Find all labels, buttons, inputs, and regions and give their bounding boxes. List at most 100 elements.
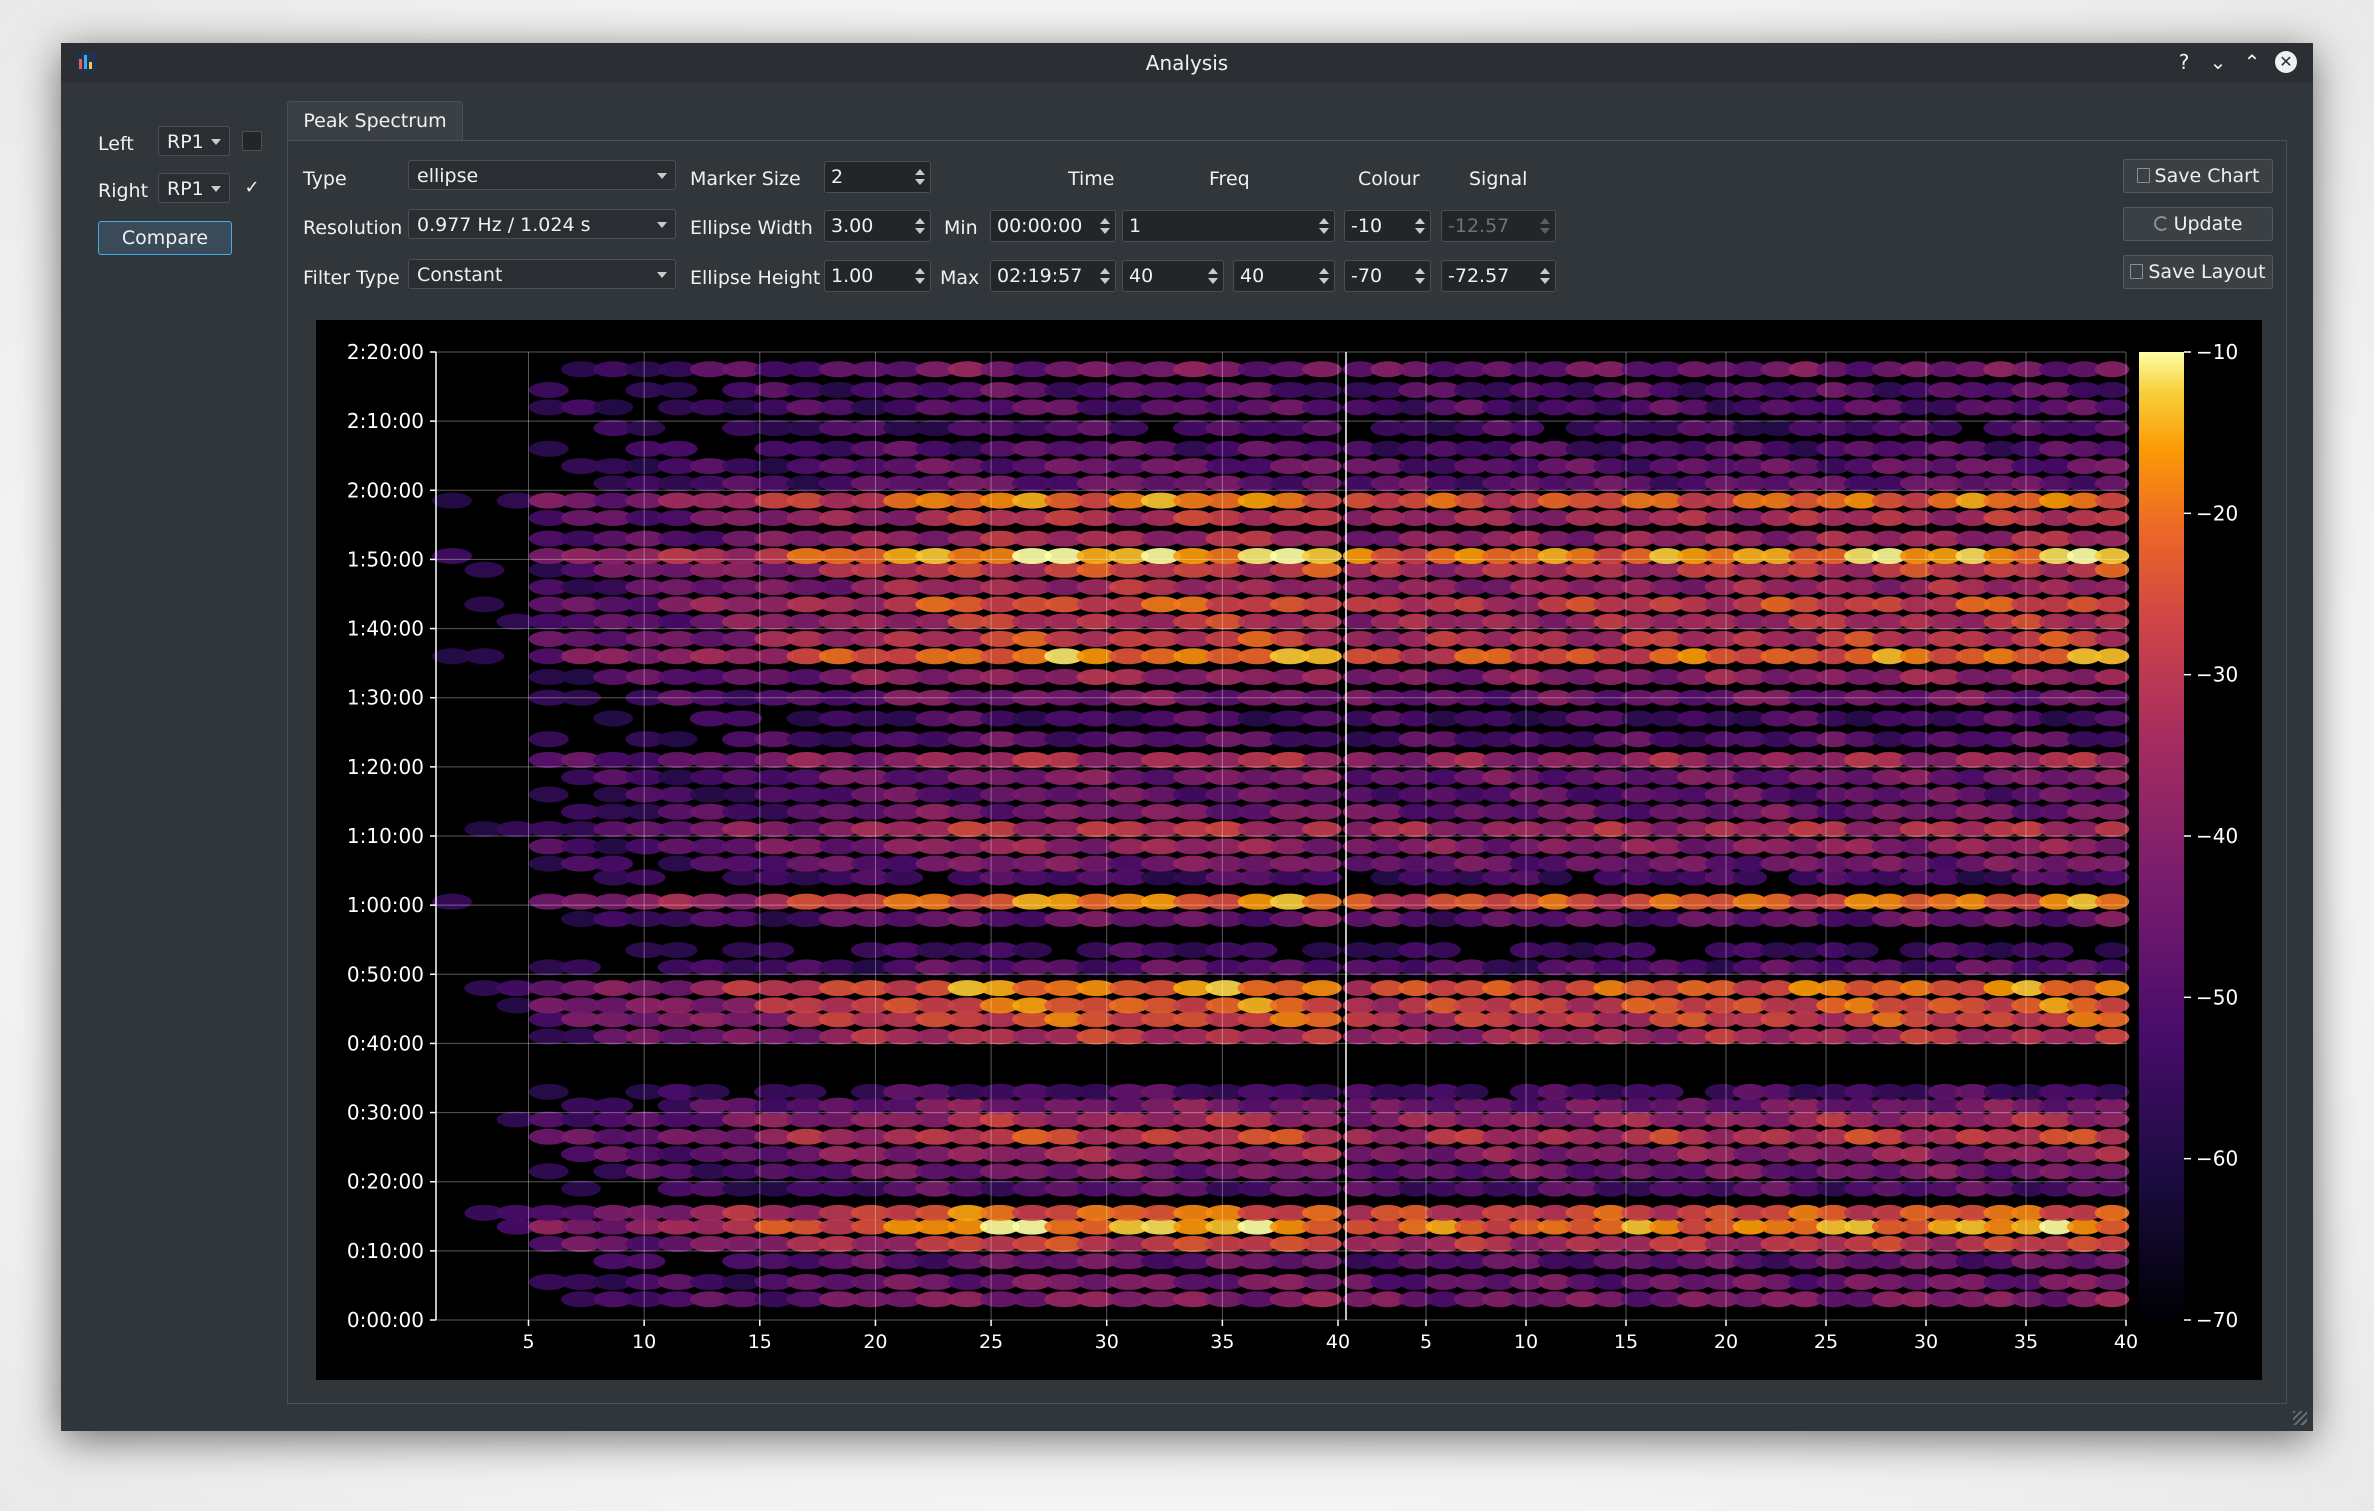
heatmap-cell <box>1342 751 1378 768</box>
heatmap-cell <box>786 710 827 727</box>
heatmap-cell <box>754 1273 795 1290</box>
heatmap-cell <box>2039 1204 2074 1221</box>
title-bar[interactable]: Analysis ? ⌄ ⌃ ✕ <box>61 43 2313 83</box>
heatmap-cell <box>1983 821 2018 838</box>
tab-peak-spectrum[interactable]: Peak Spectrum <box>287 101 463 141</box>
spin-up-icon[interactable] <box>1415 268 1425 274</box>
save-chart-button[interactable]: Save Chart <box>2123 159 2273 193</box>
heatmap-cell <box>1269 509 1310 526</box>
heatmap-cell <box>1269 1146 1310 1163</box>
resolution-combo[interactable]: 0.977 Hz / 1.024 s <box>408 209 676 239</box>
heatmap-cell <box>1398 803 1433 820</box>
heatmap-cell <box>689 1011 730 1028</box>
right-source-combo[interactable]: RP1 <box>158 173 230 203</box>
heatmap-cell <box>722 630 763 647</box>
spin-up-icon[interactable] <box>915 268 925 274</box>
spin-up-icon[interactable] <box>1319 268 1329 274</box>
heatmap-cell <box>1237 1180 1278 1197</box>
max-freq-a-spinbox[interactable]: 40 <box>1122 260 1224 292</box>
heatmap-cell <box>883 942 924 959</box>
heatmap-cell <box>1426 1253 1461 1270</box>
heatmap-cell <box>1481 980 1517 997</box>
minimize-icon[interactable]: ⌄ <box>2209 50 2227 74</box>
ellipse-width-spinbox[interactable]: 3.00 <box>824 210 931 242</box>
left-checkbox[interactable] <box>242 131 262 151</box>
min-colour-spinbox[interactable]: -10 <box>1344 210 1431 242</box>
spin-down-icon[interactable] <box>915 278 925 284</box>
heatmap-cell <box>1983 399 2018 416</box>
spin-down-icon[interactable] <box>1415 278 1425 284</box>
heatmap-cell <box>1844 530 1879 547</box>
heatmap-cell <box>1237 547 1278 564</box>
heatmap-cell <box>657 942 698 959</box>
heatmap-cell <box>1816 821 1851 838</box>
compare-button[interactable]: Compare <box>98 221 232 255</box>
min-freq-spinbox[interactable]: 1 <box>1122 210 1335 242</box>
maximize-icon[interactable]: ⌃ <box>2243 50 2261 74</box>
heatmap-cell <box>1983 648 2018 665</box>
spin-up-icon[interactable] <box>915 218 925 224</box>
heatmap-cell <box>1173 910 1214 927</box>
spin-up-icon[interactable] <box>915 169 925 175</box>
heatmap-cell <box>1649 399 1684 416</box>
heatmap-cell <box>1237 869 1278 886</box>
type-combo[interactable]: ellipse <box>408 160 676 190</box>
heatmap-cell <box>1426 399 1461 416</box>
ellipse-height-spinbox[interactable]: 1.00 <box>824 260 931 292</box>
spin-down-icon[interactable] <box>915 179 925 185</box>
heatmap-cell <box>1011 1028 1052 1045</box>
colorbar-tick-label: −40 <box>2196 824 2238 848</box>
spin-down-icon[interactable] <box>1415 228 1425 234</box>
heatmap-cell <box>1205 1146 1246 1163</box>
heatmap-cell <box>818 1163 859 1180</box>
spin-down-icon[interactable] <box>915 228 925 234</box>
heatmap-cell <box>883 786 924 803</box>
heatmap-cell <box>2011 786 2046 803</box>
spin-up-icon[interactable] <box>1319 218 1329 224</box>
heatmap-cell <box>528 561 569 578</box>
max-signal-spinbox[interactable]: -72.57 <box>1441 260 1556 292</box>
resize-grip-icon[interactable] <box>2293 1411 2307 1425</box>
save-layout-button[interactable]: Save Layout <box>2123 255 2273 289</box>
heatmap-cell <box>1173 1028 1214 1045</box>
heatmap-cell <box>1398 869 1433 886</box>
heatmap-cell <box>1237 959 1278 976</box>
max-colour-spinbox[interactable]: -70 <box>1344 260 1431 292</box>
spin-up-icon[interactable] <box>1100 268 1110 274</box>
heatmap-cell <box>1269 731 1310 748</box>
right-checkbox[interactable]: ✓ <box>242 179 262 199</box>
filter-type-combo[interactable]: Constant <box>408 259 676 289</box>
heatmap-cell <box>915 1253 956 1270</box>
spin-up-icon[interactable] <box>1415 218 1425 224</box>
min-time-spinbox[interactable]: 00:00:00 <box>990 210 1116 242</box>
marker-size-spinbox[interactable]: 2 <box>824 161 931 193</box>
spin-up-icon[interactable] <box>1540 268 1550 274</box>
heatmap-cell <box>2011 869 2046 886</box>
spin-up-icon[interactable] <box>1100 218 1110 224</box>
peak-spectrum-chart[interactable]: 5 10 15 20 25 30 35 40 5 10 15 20 25 30 35 40 0:00:00 0:1… <box>316 320 2262 1380</box>
update-button[interactable]: Update <box>2123 207 2273 241</box>
max-freq-b-spinbox[interactable]: 40 <box>1233 260 1335 292</box>
heatmap-cell <box>1816 893 1851 910</box>
heatmap-cell <box>593 1253 634 1270</box>
heatmap-cell <box>657 959 698 976</box>
chart-svg[interactable]: 5 10 15 20 25 30 35 40 5 10 15 20 25 30 35 400:00:000:1… <box>316 320 2262 1380</box>
spin-down-icon[interactable] <box>1540 278 1550 284</box>
left-source-combo[interactable]: RP1 <box>158 126 230 156</box>
spin-down-icon[interactable] <box>1319 278 1329 284</box>
spin-down-icon[interactable] <box>1208 278 1218 284</box>
heatmap-cell <box>947 361 988 378</box>
heatmap-cell <box>979 579 1020 596</box>
help-icon[interactable]: ? <box>2178 50 2190 74</box>
heatmap-cell <box>1269 869 1310 886</box>
spin-down-icon[interactable] <box>1100 278 1110 284</box>
spin-down-icon[interactable] <box>1100 228 1110 234</box>
heatmap-cell <box>528 613 569 630</box>
spin-down-icon[interactable] <box>1319 228 1329 234</box>
heatmap-cell <box>947 1273 988 1290</box>
min-label: Min <box>944 217 978 239</box>
max-time-spinbox[interactable]: 02:19:57 <box>990 260 1116 292</box>
spin-up-icon[interactable] <box>1208 268 1218 274</box>
heatmap-cell <box>657 547 698 564</box>
close-icon[interactable]: ✕ <box>2275 51 2297 73</box>
